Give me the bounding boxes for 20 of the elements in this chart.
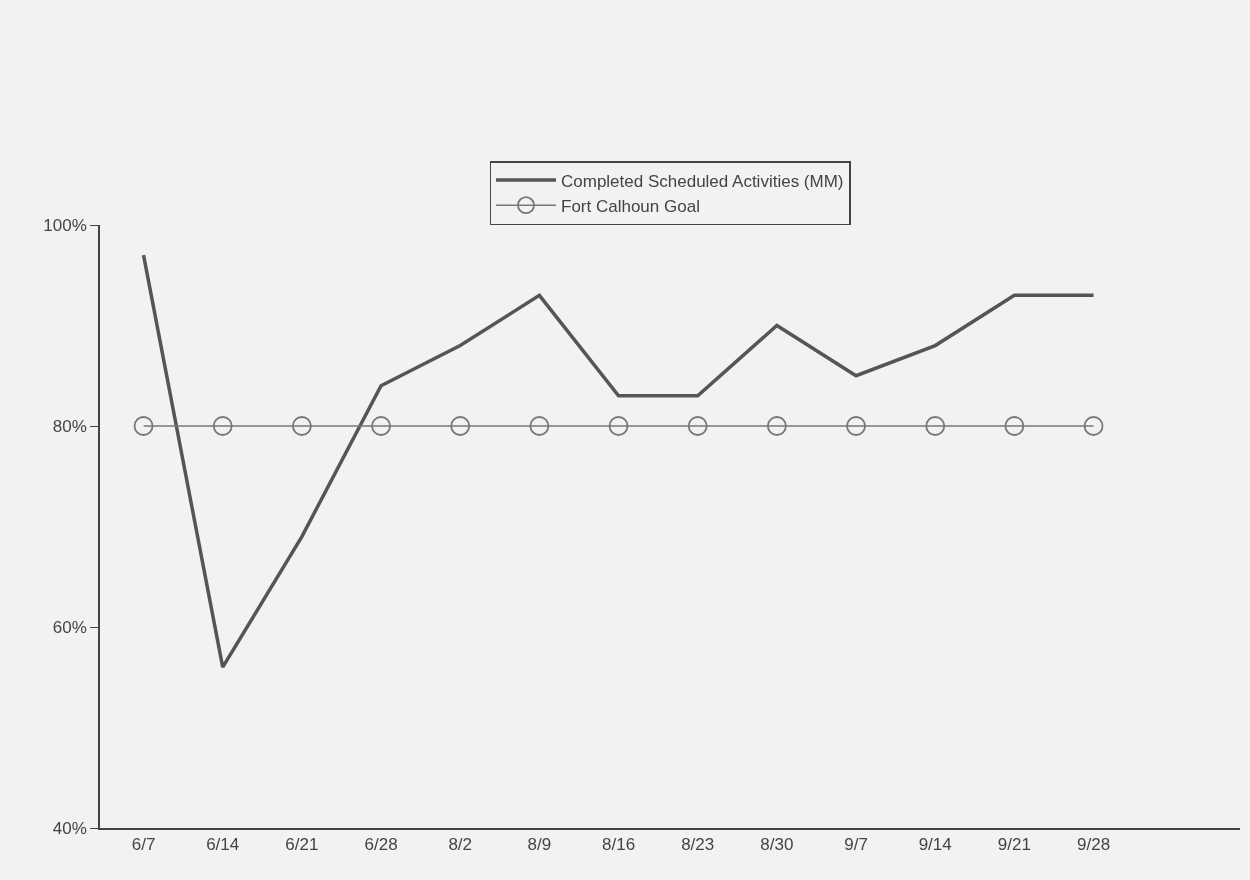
y-tick-label: 40% [52,818,87,838]
y-tick-label: 80% [52,416,87,436]
x-tick-label: 8/16 [601,835,636,855]
legend-label: Completed Scheduled Activities (MM) [561,171,844,191]
x-tick-label: 9/28 [1076,835,1111,855]
y-tick-label: 60% [52,617,87,637]
x-tick-label: 8/9 [527,835,552,855]
x-tick-label: 6/14 [206,835,240,855]
x-tick-label: 9/7 [844,835,868,855]
x-tick-label: 8/23 [681,835,715,855]
x-tick-label: 6/28 [364,835,398,855]
x-tick-label: 6/21 [285,835,319,855]
x-tick-label: 8/2 [448,835,473,855]
x-tick-label: 9/14 [918,835,952,855]
x-tick-label: 8/30 [760,835,794,855]
line-series [141,253,1096,669]
x-tick-label: 9/21 [997,835,1031,855]
x-tick-label: 6/7 [131,835,156,855]
legend-label: Fort Calhoun Goal [561,196,700,216]
y-tick-label: 100% [43,215,87,235]
